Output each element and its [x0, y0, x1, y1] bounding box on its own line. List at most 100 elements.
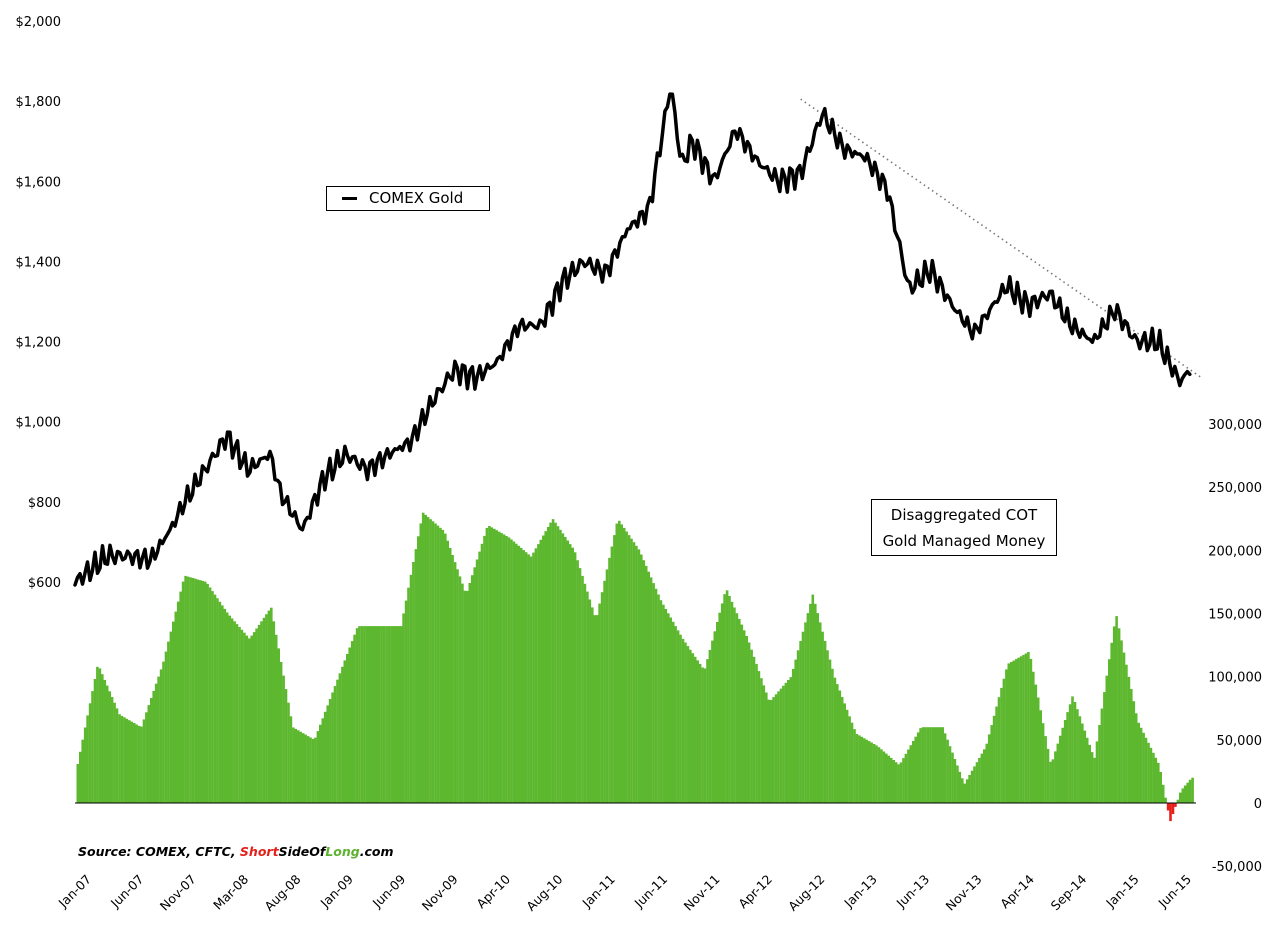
cot-bar — [140, 726, 143, 803]
cot-bar — [789, 677, 793, 803]
cot-bar — [475, 559, 479, 803]
cot-bar — [1041, 723, 1045, 803]
cot-bar — [468, 583, 472, 803]
cot-bar — [627, 535, 631, 803]
cot-bar — [1085, 737, 1089, 803]
cot-bar — [647, 571, 650, 803]
cot-bar — [387, 626, 391, 803]
cot-bar — [1046, 748, 1050, 803]
cot-legend-line2: Gold Managed Money — [882, 532, 1046, 550]
cot-bar — [1127, 676, 1131, 803]
x-tick-label: Jan-13 — [840, 872, 879, 911]
cot-bar — [659, 600, 663, 803]
cot-bar — [169, 631, 173, 803]
cot-bar — [946, 739, 949, 803]
cot-bar — [372, 626, 376, 803]
cot-bar — [1098, 725, 1101, 803]
cot-bar — [154, 683, 158, 803]
cot-bar — [618, 520, 621, 803]
cot-bar — [395, 626, 398, 803]
cot-bar — [924, 727, 927, 803]
cot-bar — [309, 737, 312, 803]
x-tick-label: Aug-10 — [523, 871, 565, 913]
cot-bar — [118, 714, 121, 803]
cot-bar — [130, 721, 133, 803]
cot-bar — [845, 709, 849, 803]
cot-bar — [321, 718, 325, 803]
cot-bar — [1176, 799, 1180, 803]
cot-bar — [230, 618, 234, 803]
cot-bar — [816, 613, 819, 803]
cot-bar — [671, 621, 675, 803]
cot-bar — [385, 626, 388, 803]
right-tick-label: 300,000 — [1208, 418, 1262, 433]
cot-bar — [625, 531, 628, 803]
cot-bar — [1181, 788, 1185, 803]
cot-bar — [907, 749, 910, 803]
x-tick-label: Sep-14 — [1048, 871, 1090, 913]
cot-bar — [880, 749, 883, 803]
cot-bar — [693, 656, 697, 803]
cot-bar — [1112, 626, 1116, 803]
cot-bar — [377, 626, 381, 803]
cot-bar — [1032, 671, 1035, 803]
cot-bar — [123, 717, 126, 803]
cot-bar — [899, 762, 903, 803]
cot-bar — [299, 731, 302, 803]
cot-bar — [990, 725, 993, 803]
cot-bar — [270, 607, 273, 803]
cot-bar — [277, 648, 280, 803]
cot-bar — [1130, 689, 1133, 803]
cot-bar — [593, 615, 596, 803]
cot-bar — [1174, 803, 1177, 807]
cot-bar — [1090, 752, 1094, 803]
x-tick-label: Jun-15 — [1155, 872, 1195, 912]
cot-bar — [346, 654, 349, 803]
cot-bar — [985, 743, 989, 803]
left-tick-label: $1,000 — [16, 416, 62, 431]
x-tick-label: Mar-08 — [210, 871, 251, 912]
cot-bar — [350, 641, 354, 803]
cot-bar — [507, 537, 511, 803]
cot-bar — [483, 535, 486, 803]
cot-bar — [404, 600, 408, 803]
cot-bar — [1115, 616, 1118, 803]
cot-bar — [716, 622, 719, 803]
cot-bar — [488, 526, 491, 803]
cot-bar — [1068, 704, 1072, 803]
cot-bar — [399, 626, 403, 803]
cot-bar — [147, 705, 151, 803]
cot-bar — [1027, 652, 1030, 803]
cot-bar — [1134, 713, 1138, 803]
cot-bar — [510, 539, 513, 803]
cot-bar — [965, 779, 969, 803]
cot-bar — [1002, 678, 1006, 803]
cot-bar — [1166, 803, 1170, 811]
cot-bar — [421, 512, 425, 803]
cot-bar — [865, 739, 868, 803]
cot-bar — [512, 541, 516, 803]
cot-bar — [848, 716, 851, 803]
cot-bar — [1051, 759, 1055, 803]
cot-bar — [916, 732, 920, 803]
left-tick-label: $2,000 — [16, 15, 62, 30]
gold-trendline — [800, 98, 1202, 379]
cot-bar — [456, 569, 459, 803]
cot-bar — [252, 632, 256, 803]
cot-bar — [892, 760, 895, 803]
cot-bar — [519, 547, 523, 803]
cot-bar — [1024, 653, 1028, 803]
cot-bar — [174, 611, 178, 803]
cot-bar — [1005, 669, 1008, 803]
cot-bar — [1007, 663, 1011, 803]
cot-bar — [1110, 642, 1113, 803]
cot-bar — [894, 762, 898, 803]
x-axis: Jan-07 Jun-07 Nov-07 Mar-08 Aug-08 Jan-09 Jun-… — [55, 871, 1194, 913]
cot-bar — [458, 576, 462, 803]
cot-bar — [162, 661, 165, 803]
cot-bar — [370, 626, 374, 803]
cot-bar — [855, 734, 859, 803]
cot-bar — [794, 659, 797, 803]
cot-bar — [941, 727, 944, 803]
cot-bar — [640, 554, 643, 803]
